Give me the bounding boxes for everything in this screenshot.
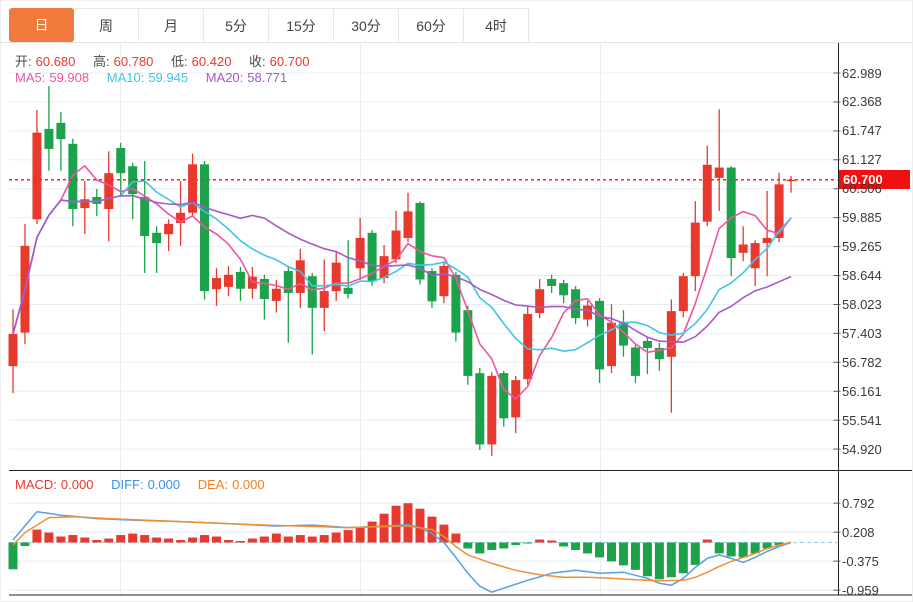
tabbar-divider [1, 42, 912, 43]
tab-period-3[interactable]: 5分 [204, 8, 269, 42]
macd-label: MACD: [15, 477, 57, 492]
price-axis-label: 56.782 [842, 354, 882, 370]
price-axis-label: 58.023 [842, 296, 882, 312]
price-axis-label: 55.541 [842, 412, 882, 428]
panel-borders [9, 43, 912, 596]
price-axis-label: 59.885 [842, 210, 882, 226]
low-label: 低: [171, 54, 188, 69]
diff-value: 0.000 [147, 477, 181, 492]
macd-legend: MACD: 0.000 DIFF: 0.000 DEA: 0.000 [15, 477, 269, 492]
open-label: 开: [15, 54, 32, 69]
candlestick-series [8, 86, 796, 457]
high-label: 高: [93, 54, 110, 69]
price-axis-label: 56.161 [842, 383, 882, 399]
ma20-line [12, 194, 792, 344]
diff-label: DIFF: [111, 477, 144, 492]
price-axis-label: 62.989 [842, 65, 882, 81]
close-value: 60.700 [269, 54, 310, 69]
macd-axis-label: 0.208 [842, 524, 875, 540]
price-axis-label: 62.368 [842, 94, 882, 110]
close-label: 收: [249, 54, 266, 69]
macd-value: 0.000 [60, 477, 94, 492]
ohlc-legend: 开: 60.680 高: 60.780 低: 60.420 收: 60.700 [15, 51, 313, 70]
price-axis-label: 54.920 [842, 441, 882, 457]
last-price-tag: 60.700 [839, 170, 910, 190]
tab-period-1[interactable]: 周 [74, 8, 139, 42]
ma10-label: MA10: [106, 70, 145, 85]
period-tabbar: 日周月 5分 15分 30分 60分 4时 [9, 8, 529, 42]
dea-value: 0.000 [232, 477, 265, 492]
price-axis-label: 60.506 [842, 181, 882, 197]
low-value: 60.420 [191, 54, 232, 69]
ma20-value: 58.771 [247, 70, 288, 85]
tab-period-0[interactable]: 日 [9, 8, 74, 42]
tab-period-5[interactable]: 30分 [334, 8, 399, 42]
ma20-label: MA20: [205, 70, 244, 85]
ma5-label: MA5: [15, 70, 46, 85]
ma-legend: MA5: 59.908 MA10: 59.945 MA20: 58.771 [15, 70, 291, 85]
macd-axis-label: -0.375 [842, 553, 879, 569]
macd-axis-label: -0.959 [842, 582, 879, 598]
macd-histogram [8, 503, 784, 580]
tab-period-6[interactable]: 60分 [399, 8, 464, 42]
ma10-value: 59.945 [148, 70, 189, 85]
price-axis-label: 61.127 [842, 152, 882, 168]
macd-axis-label: 0.792 [842, 495, 875, 511]
dea-label: DEA: [197, 477, 229, 492]
price-axis-label: 58.644 [842, 268, 882, 284]
tab-period-2[interactable]: 月 [139, 8, 204, 42]
ma5-line [12, 165, 792, 400]
price-axis-label: 61.747 [842, 123, 882, 139]
high-value: 60.780 [113, 54, 154, 69]
macd-dea-line [12, 515, 792, 582]
price-axis-label: 59.265 [842, 239, 882, 255]
tab-period-4[interactable]: 15分 [269, 8, 334, 42]
ma10-line [12, 180, 792, 353]
ma5-value: 59.908 [49, 70, 90, 85]
price-axis-label: 57.403 [842, 325, 882, 341]
tab-period-7[interactable]: 4时 [464, 8, 529, 42]
open-value: 60.680 [35, 54, 76, 69]
